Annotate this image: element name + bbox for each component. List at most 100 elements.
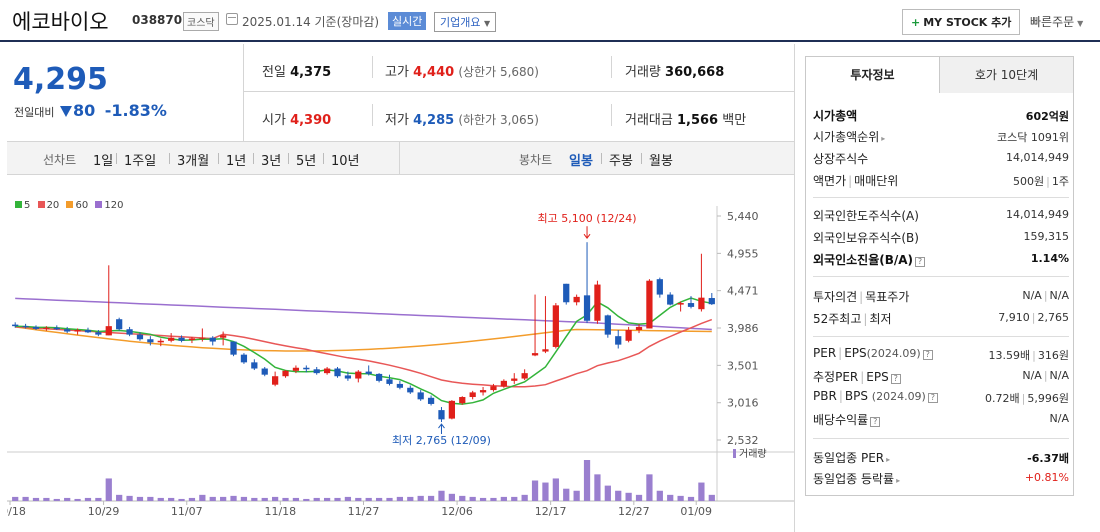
panel-tabs: 투자정보 호가 10단계	[806, 57, 1073, 93]
candle-body	[261, 368, 268, 375]
volume-bar	[157, 497, 164, 501]
help-icon[interactable]: ?	[915, 257, 926, 267]
volume-bar	[365, 497, 372, 501]
volume-bar	[64, 497, 71, 501]
period-1y[interactable]: 1년	[226, 154, 247, 169]
pbr-bps-row: PBR | BPS (2024.09)? 0.72배 | 5,996원	[813, 389, 1069, 405]
add-mystock-button[interactable]: + MY STOCK 추가	[902, 9, 1021, 35]
foreign-limit-value: 14,014,949	[1006, 208, 1069, 221]
candle-body	[53, 327, 60, 330]
price-chart[interactable]: 5 20 60 120 5,440 4,955 4,471 3,986 3,501 3,0…	[7, 176, 794, 532]
chevron-down-icon: ▼	[483, 19, 491, 28]
volume-bar	[178, 498, 185, 501]
market-cap-rank-row[interactable]: 시가총액순위 ▸ 코스닥 1091위	[813, 126, 1069, 146]
volume-bar	[469, 496, 476, 501]
candle-body	[126, 329, 133, 335]
candle-body	[635, 326, 643, 331]
volume-bar	[334, 497, 341, 501]
candle-body	[511, 378, 518, 381]
period-1d[interactable]: 1일	[93, 154, 114, 169]
volume-bar	[323, 497, 331, 501]
candle-body	[209, 337, 216, 342]
opinion-row: 투자의견 | 목표주가 N/A | N/A	[813, 289, 1069, 304]
x-tick-label: 12/17	[535, 505, 567, 518]
volume-bar	[313, 497, 320, 501]
company-overview-dropdown[interactable]: 기업개요 ▼	[434, 12, 497, 32]
volume-bar	[386, 497, 393, 501]
industry-rate-row[interactable]: 동일업종 등락률 ▸ +0.81%	[813, 471, 1069, 486]
separator	[253, 153, 254, 164]
period-3y[interactable]: 3년	[261, 154, 282, 169]
y-tick-label: 5,440	[727, 210, 759, 223]
legend-swatch-120	[95, 201, 103, 208]
volume-bar	[635, 494, 643, 501]
chevron-right-icon: ▸	[896, 476, 901, 485]
rank-value: 코스닥 1091위	[997, 131, 1069, 144]
x-tick-label: 01/09	[680, 505, 712, 518]
candle-body	[375, 373, 383, 381]
est-per-row: 추정PER | EPS? N/A | N/A	[813, 369, 1069, 384]
candle-body	[157, 340, 164, 343]
candle-body	[116, 319, 123, 330]
divider	[611, 56, 612, 78]
volume-bar	[355, 497, 362, 501]
period-5y[interactable]: 5년	[296, 154, 317, 169]
candle-daily[interactable]: 일봉	[569, 154, 593, 169]
chevron-down-icon: ▼	[1077, 19, 1084, 28]
candle-body	[563, 283, 570, 303]
volume-bar	[261, 497, 268, 501]
legend-swatch-5	[15, 201, 22, 208]
foreign-limit-label: 외국인한도주식수(A)	[813, 209, 919, 223]
period-10y[interactable]: 10년	[331, 154, 360, 169]
divider	[611, 104, 612, 126]
candle-body	[303, 367, 310, 370]
candle-body	[251, 362, 258, 369]
help-icon[interactable]: ?	[922, 350, 933, 360]
candle-body	[282, 370, 289, 377]
candle-body	[74, 330, 81, 332]
candle-monthly[interactable]: 월봉	[649, 154, 673, 169]
legend-swatch-60	[66, 201, 74, 208]
period-3m[interactable]: 3개월	[177, 154, 210, 169]
foreign-ratio-label: 외국인소진율(B/A)	[813, 253, 914, 267]
help-icon[interactable]: ?	[890, 374, 901, 384]
candle-body	[552, 305, 559, 347]
y-tick-label: 2,532	[727, 434, 759, 447]
candle-body	[573, 296, 580, 303]
tab-investment-info[interactable]: 투자정보	[806, 57, 940, 93]
tab-order-book[interactable]: 호가 10단계	[940, 57, 1073, 93]
volume-bar	[583, 460, 591, 501]
candle-body	[448, 400, 455, 419]
candle-body	[344, 375, 352, 379]
quick-order-dropdown[interactable]: 빠른주문 ▼	[1030, 13, 1083, 30]
candle-weekly[interactable]: 주봉	[609, 154, 633, 169]
candle-body	[136, 334, 144, 340]
divider	[813, 276, 1069, 277]
x-tick-label: 12/06	[441, 505, 473, 518]
candle-body	[199, 337, 206, 339]
candle-body	[667, 294, 674, 305]
volume-bar	[490, 497, 497, 501]
calendar-icon	[226, 13, 238, 25]
help-icon[interactable]: ?	[870, 417, 881, 427]
volume-bar	[32, 497, 40, 501]
period-1w[interactable]: 1주일	[124, 154, 157, 169]
realtime-button[interactable]: 실시간	[388, 12, 427, 30]
volume-bar	[438, 490, 445, 501]
high-arrow-icon	[583, 226, 591, 240]
volume-bar	[511, 496, 518, 501]
divider	[243, 44, 244, 141]
separator	[323, 153, 324, 164]
industry-per-row[interactable]: 동일업종 PER ▸ -6.37배	[813, 451, 1069, 465]
volume-bar	[43, 497, 50, 501]
per-eps-row: PER | EPS(2024.09)? 13.59배 | 316원	[813, 346, 1069, 362]
help-icon[interactable]: ?	[927, 393, 938, 403]
candle-body	[396, 383, 404, 388]
candle-body	[43, 327, 50, 329]
divider	[244, 91, 794, 92]
add-mystock-label: MY STOCK 추가	[923, 16, 1012, 29]
candle-body	[32, 326, 40, 329]
divider	[813, 197, 1069, 198]
separator	[218, 153, 219, 164]
